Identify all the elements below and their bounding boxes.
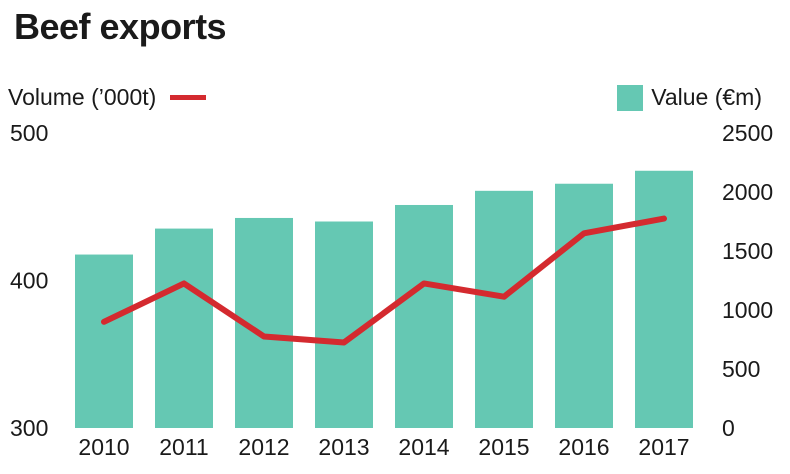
y-axis-right-ticks: 0 500 1000 1500 2000 2500 (722, 120, 773, 441)
legend-volume-swatch (170, 95, 207, 100)
legend-value-swatch (617, 84, 644, 111)
y-right-tick-label: 1000 (722, 297, 773, 323)
y-left-tick-label: 300 (10, 415, 48, 441)
y-left-tick-label: 400 (10, 268, 48, 294)
x-tick-label: 2011 (159, 434, 208, 460)
bar-2015 (475, 190, 533, 428)
line-series (101, 215, 667, 346)
bar-2017 (635, 170, 693, 428)
x-axis-ticks: 2010 2011 2012 2013 2014 2015 2016 2017 (78, 434, 689, 460)
y-right-tick-label: 500 (722, 356, 760, 382)
bar-2011 (155, 228, 213, 428)
legend-value-label: Value (€m) (651, 84, 762, 110)
x-tick-label: 2013 (318, 434, 369, 460)
bar-series (75, 170, 693, 428)
x-tick-label: 2016 (558, 434, 609, 460)
x-tick-label: 2010 (78, 434, 129, 460)
y-right-tick-label: 1500 (722, 238, 773, 264)
y-right-tick-label: 2000 (722, 179, 773, 205)
chart-title: Beef exports (14, 6, 227, 47)
x-tick-label: 2015 (478, 434, 529, 460)
bar-2010 (75, 254, 133, 428)
y-axis-left-ticks: 300 400 500 (10, 120, 48, 441)
legend-value: Value (€m) (617, 84, 762, 111)
y-right-tick-label: 2500 (722, 120, 773, 146)
x-tick-label: 2017 (638, 434, 689, 460)
bar-2016 (555, 183, 613, 428)
x-tick-label: 2014 (398, 434, 449, 460)
volume-line (101, 215, 667, 346)
legend-volume: Volume (’000t) (8, 84, 207, 111)
y-left-tick-label: 500 (10, 120, 48, 146)
bar-2014 (395, 204, 453, 428)
x-tick-label: 2012 (238, 434, 289, 460)
legend-volume-label: Volume (’000t) (8, 84, 157, 110)
y-right-tick-label: 0 (722, 415, 735, 441)
